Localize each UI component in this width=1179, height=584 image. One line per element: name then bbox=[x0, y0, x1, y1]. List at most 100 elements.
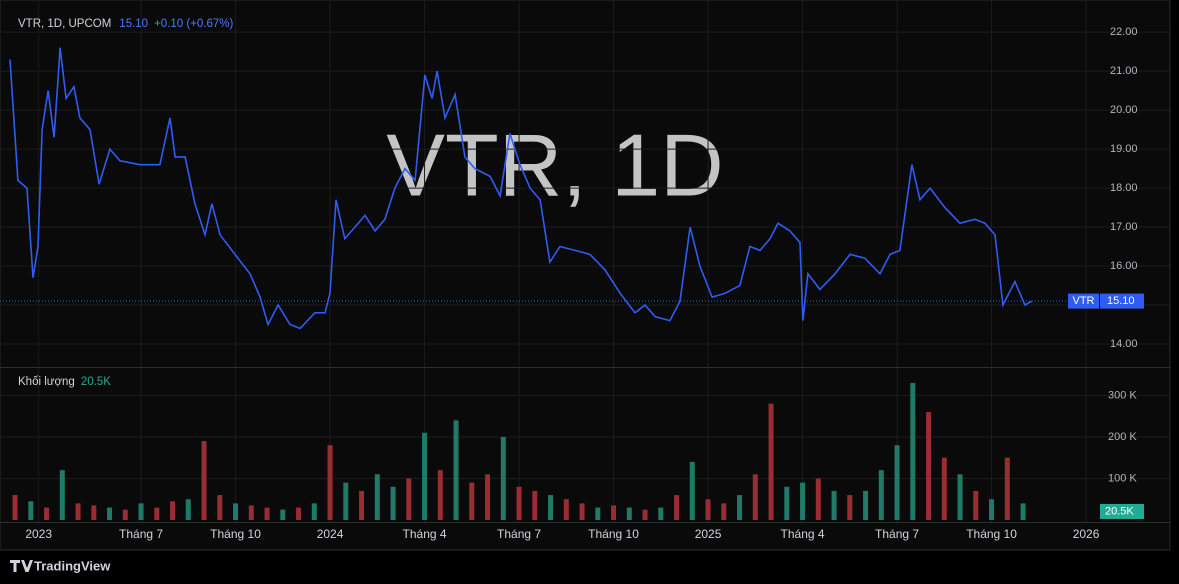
x-tick-label: Tháng 10 bbox=[210, 527, 261, 541]
volume-bar bbox=[170, 501, 176, 520]
price-badge-label: 15.10 bbox=[1107, 295, 1135, 307]
volume-bar bbox=[453, 420, 459, 520]
volume-badge-label: 20.5K bbox=[1105, 505, 1134, 517]
volume-bar bbox=[422, 432, 428, 520]
volume-bar bbox=[878, 470, 884, 520]
y-tick-label: 19.00 bbox=[1110, 143, 1138, 155]
volume-bar bbox=[595, 507, 601, 520]
volume-bar bbox=[941, 457, 947, 520]
volume-bar bbox=[926, 412, 932, 520]
volume-legend: Khối lượng 20.5K bbox=[18, 376, 111, 388]
volume-value: 20.5K bbox=[81, 376, 111, 388]
volume-bar bbox=[469, 482, 475, 520]
grid bbox=[0, 0, 1170, 522]
volume-bar bbox=[59, 470, 65, 520]
volume-bar bbox=[311, 503, 317, 520]
volume-bar bbox=[705, 499, 711, 520]
y-tick-label: 300 K bbox=[1108, 389, 1137, 401]
volume-bar bbox=[406, 478, 412, 520]
volume-bar bbox=[658, 507, 664, 520]
x-tick-label: Tháng 7 bbox=[119, 527, 163, 541]
series-badge-label: VTR bbox=[1073, 295, 1095, 307]
volume-bar bbox=[863, 490, 869, 520]
brand-logo bbox=[10, 560, 33, 572]
volume-bar bbox=[44, 507, 50, 520]
volume-bar bbox=[689, 461, 695, 520]
volume-bar bbox=[737, 495, 743, 520]
volume-bar bbox=[642, 509, 648, 520]
x-tick-label: Tháng 10 bbox=[588, 527, 639, 541]
x-tick-label: Tháng 10 bbox=[966, 527, 1017, 541]
volume-bar bbox=[374, 474, 380, 520]
volume-bar bbox=[532, 490, 538, 520]
x-tick-label: Tháng 4 bbox=[403, 527, 447, 541]
symbol-legend: VTR, 1D, UPCOM 15.10 +0.10 (+0.67%) bbox=[18, 18, 234, 30]
volume-badge bbox=[1100, 503, 1144, 519]
volume-bar bbox=[800, 482, 806, 520]
volume-bar bbox=[91, 505, 97, 520]
volume-bar bbox=[516, 486, 522, 520]
y-tick-label: 18.00 bbox=[1110, 182, 1138, 194]
x-tick-label: Tháng 7 bbox=[875, 527, 919, 541]
volume-bar bbox=[485, 474, 491, 520]
volume-bar bbox=[500, 436, 506, 520]
volume-bar bbox=[847, 495, 853, 520]
volume-bar bbox=[296, 507, 302, 520]
volume-bar bbox=[107, 507, 113, 520]
chart-frame bbox=[0, 0, 1171, 551]
volume-bar bbox=[12, 495, 18, 520]
volume-bar bbox=[1020, 503, 1026, 520]
volume-bar bbox=[75, 503, 81, 520]
volume-bar bbox=[280, 509, 286, 520]
x-tick-label: 2024 bbox=[317, 527, 344, 541]
volume-bar bbox=[390, 486, 396, 520]
volume-bar bbox=[28, 501, 34, 520]
x-tick-label: Tháng 7 bbox=[497, 527, 541, 541]
volume-bar bbox=[894, 445, 900, 520]
volume-bar bbox=[1004, 457, 1010, 520]
volume-bar bbox=[752, 474, 758, 520]
x-tick-label: 2025 bbox=[695, 527, 722, 541]
volume-bar bbox=[343, 482, 349, 520]
y-tick-label: 100 K bbox=[1108, 472, 1137, 484]
volume-bar bbox=[437, 470, 443, 520]
volume-bar bbox=[138, 503, 144, 520]
x-tick-label: 2026 bbox=[1073, 527, 1100, 541]
price-line bbox=[9, 47, 1033, 330]
volume-bar bbox=[327, 445, 333, 520]
y-tick-label: 21.00 bbox=[1110, 65, 1138, 77]
volume-bar bbox=[957, 474, 963, 520]
y-tick-label: 17.00 bbox=[1110, 221, 1138, 233]
volume-bar bbox=[784, 486, 790, 520]
y-tick-label: 200 K bbox=[1108, 431, 1137, 443]
volume-bar bbox=[721, 503, 727, 520]
change: +0.10 (+0.67%) bbox=[154, 18, 233, 30]
volume-bar bbox=[910, 382, 916, 520]
volume-title: Khối lượng bbox=[18, 376, 75, 388]
x-tick-label: 2023 bbox=[25, 527, 52, 541]
volume-bar bbox=[201, 441, 207, 520]
volume-bar bbox=[579, 503, 585, 520]
volume-bar bbox=[264, 507, 270, 520]
volume-bar bbox=[815, 478, 821, 520]
volume-bar bbox=[611, 505, 617, 520]
volume-bar bbox=[359, 490, 365, 520]
y-tick-label: 22.00 bbox=[1110, 26, 1138, 38]
volume-bar bbox=[548, 495, 554, 520]
volume-bar bbox=[233, 503, 239, 520]
volume-bar bbox=[626, 507, 632, 520]
volume-bar bbox=[768, 403, 774, 520]
volume-bar bbox=[831, 490, 837, 520]
x-tick-label: Tháng 4 bbox=[781, 527, 825, 541]
volume-bar bbox=[989, 499, 995, 520]
price-badge bbox=[1100, 293, 1144, 309]
y-tick-label: 16.00 bbox=[1110, 260, 1138, 272]
y-tick-label: 14.00 bbox=[1110, 338, 1138, 350]
brand: TradingView bbox=[34, 558, 111, 573]
last-price: 15.10 bbox=[119, 18, 148, 30]
series-badge bbox=[1068, 293, 1099, 309]
volume-bar bbox=[122, 509, 128, 520]
symbol: VTR, 1D, UPCOM bbox=[18, 18, 111, 30]
